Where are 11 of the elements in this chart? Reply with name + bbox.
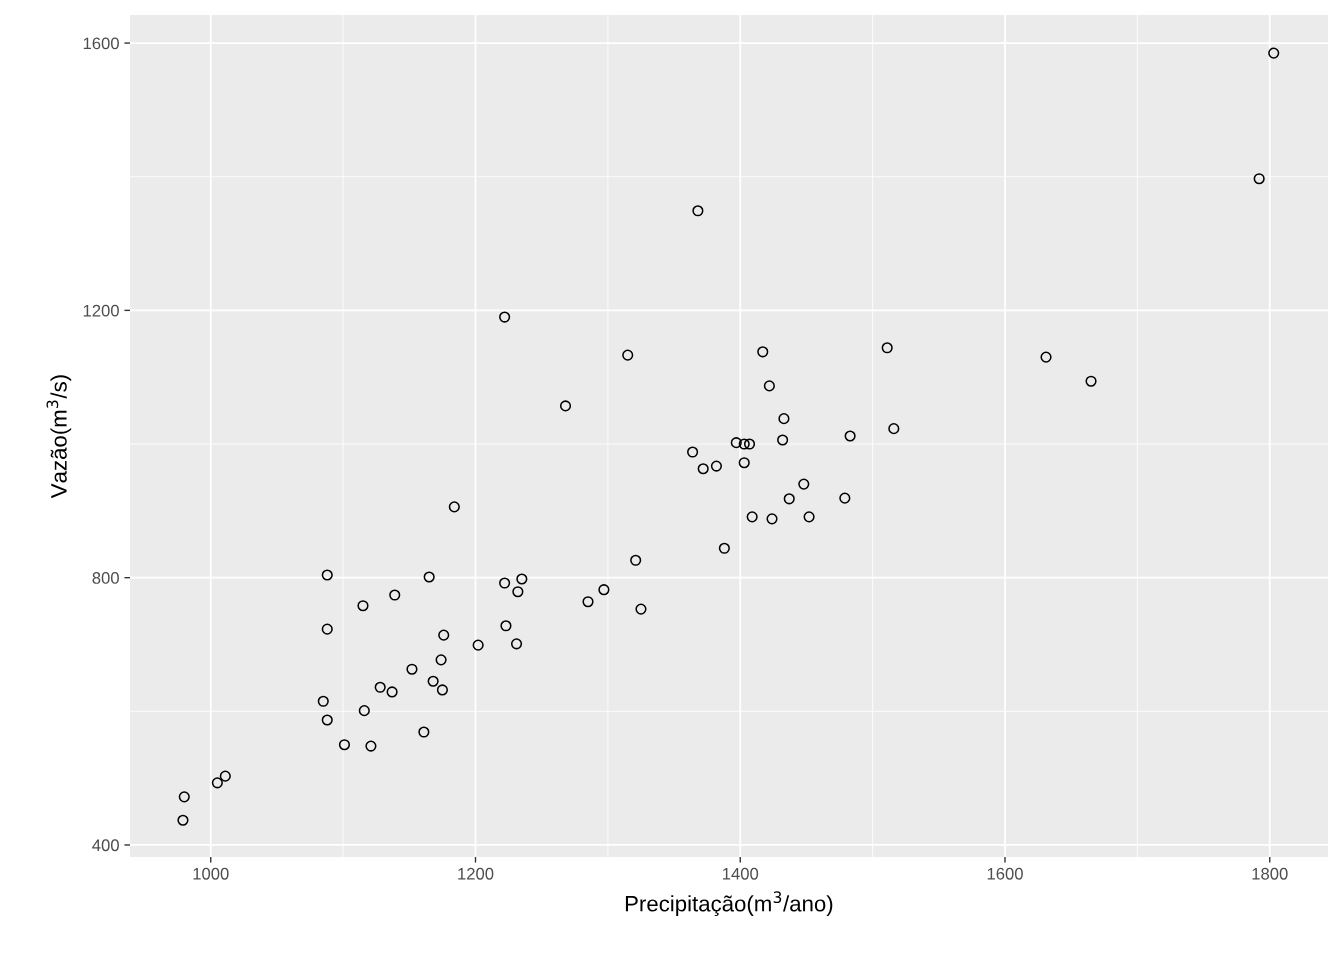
y-tick-label: 1600 [83,37,119,50]
x-tick-label: 1000 [193,867,229,880]
x-axis-title: Precipitação(m$^{3}$/ano) [625,891,833,917]
y-tick-label: 800 [92,572,119,584]
y-tick-label: 1200 [83,304,119,317]
x-tick-label: 1600 [987,867,1023,880]
y-tick-label: 400 [92,839,119,852]
y-axis-title: Vazão(m$^{3}$/s) [46,375,72,499]
x-tick-label: 1200 [458,867,494,880]
x-tick-label: 1800 [1252,867,1288,880]
x-tick-label: 1400 [722,867,759,880]
